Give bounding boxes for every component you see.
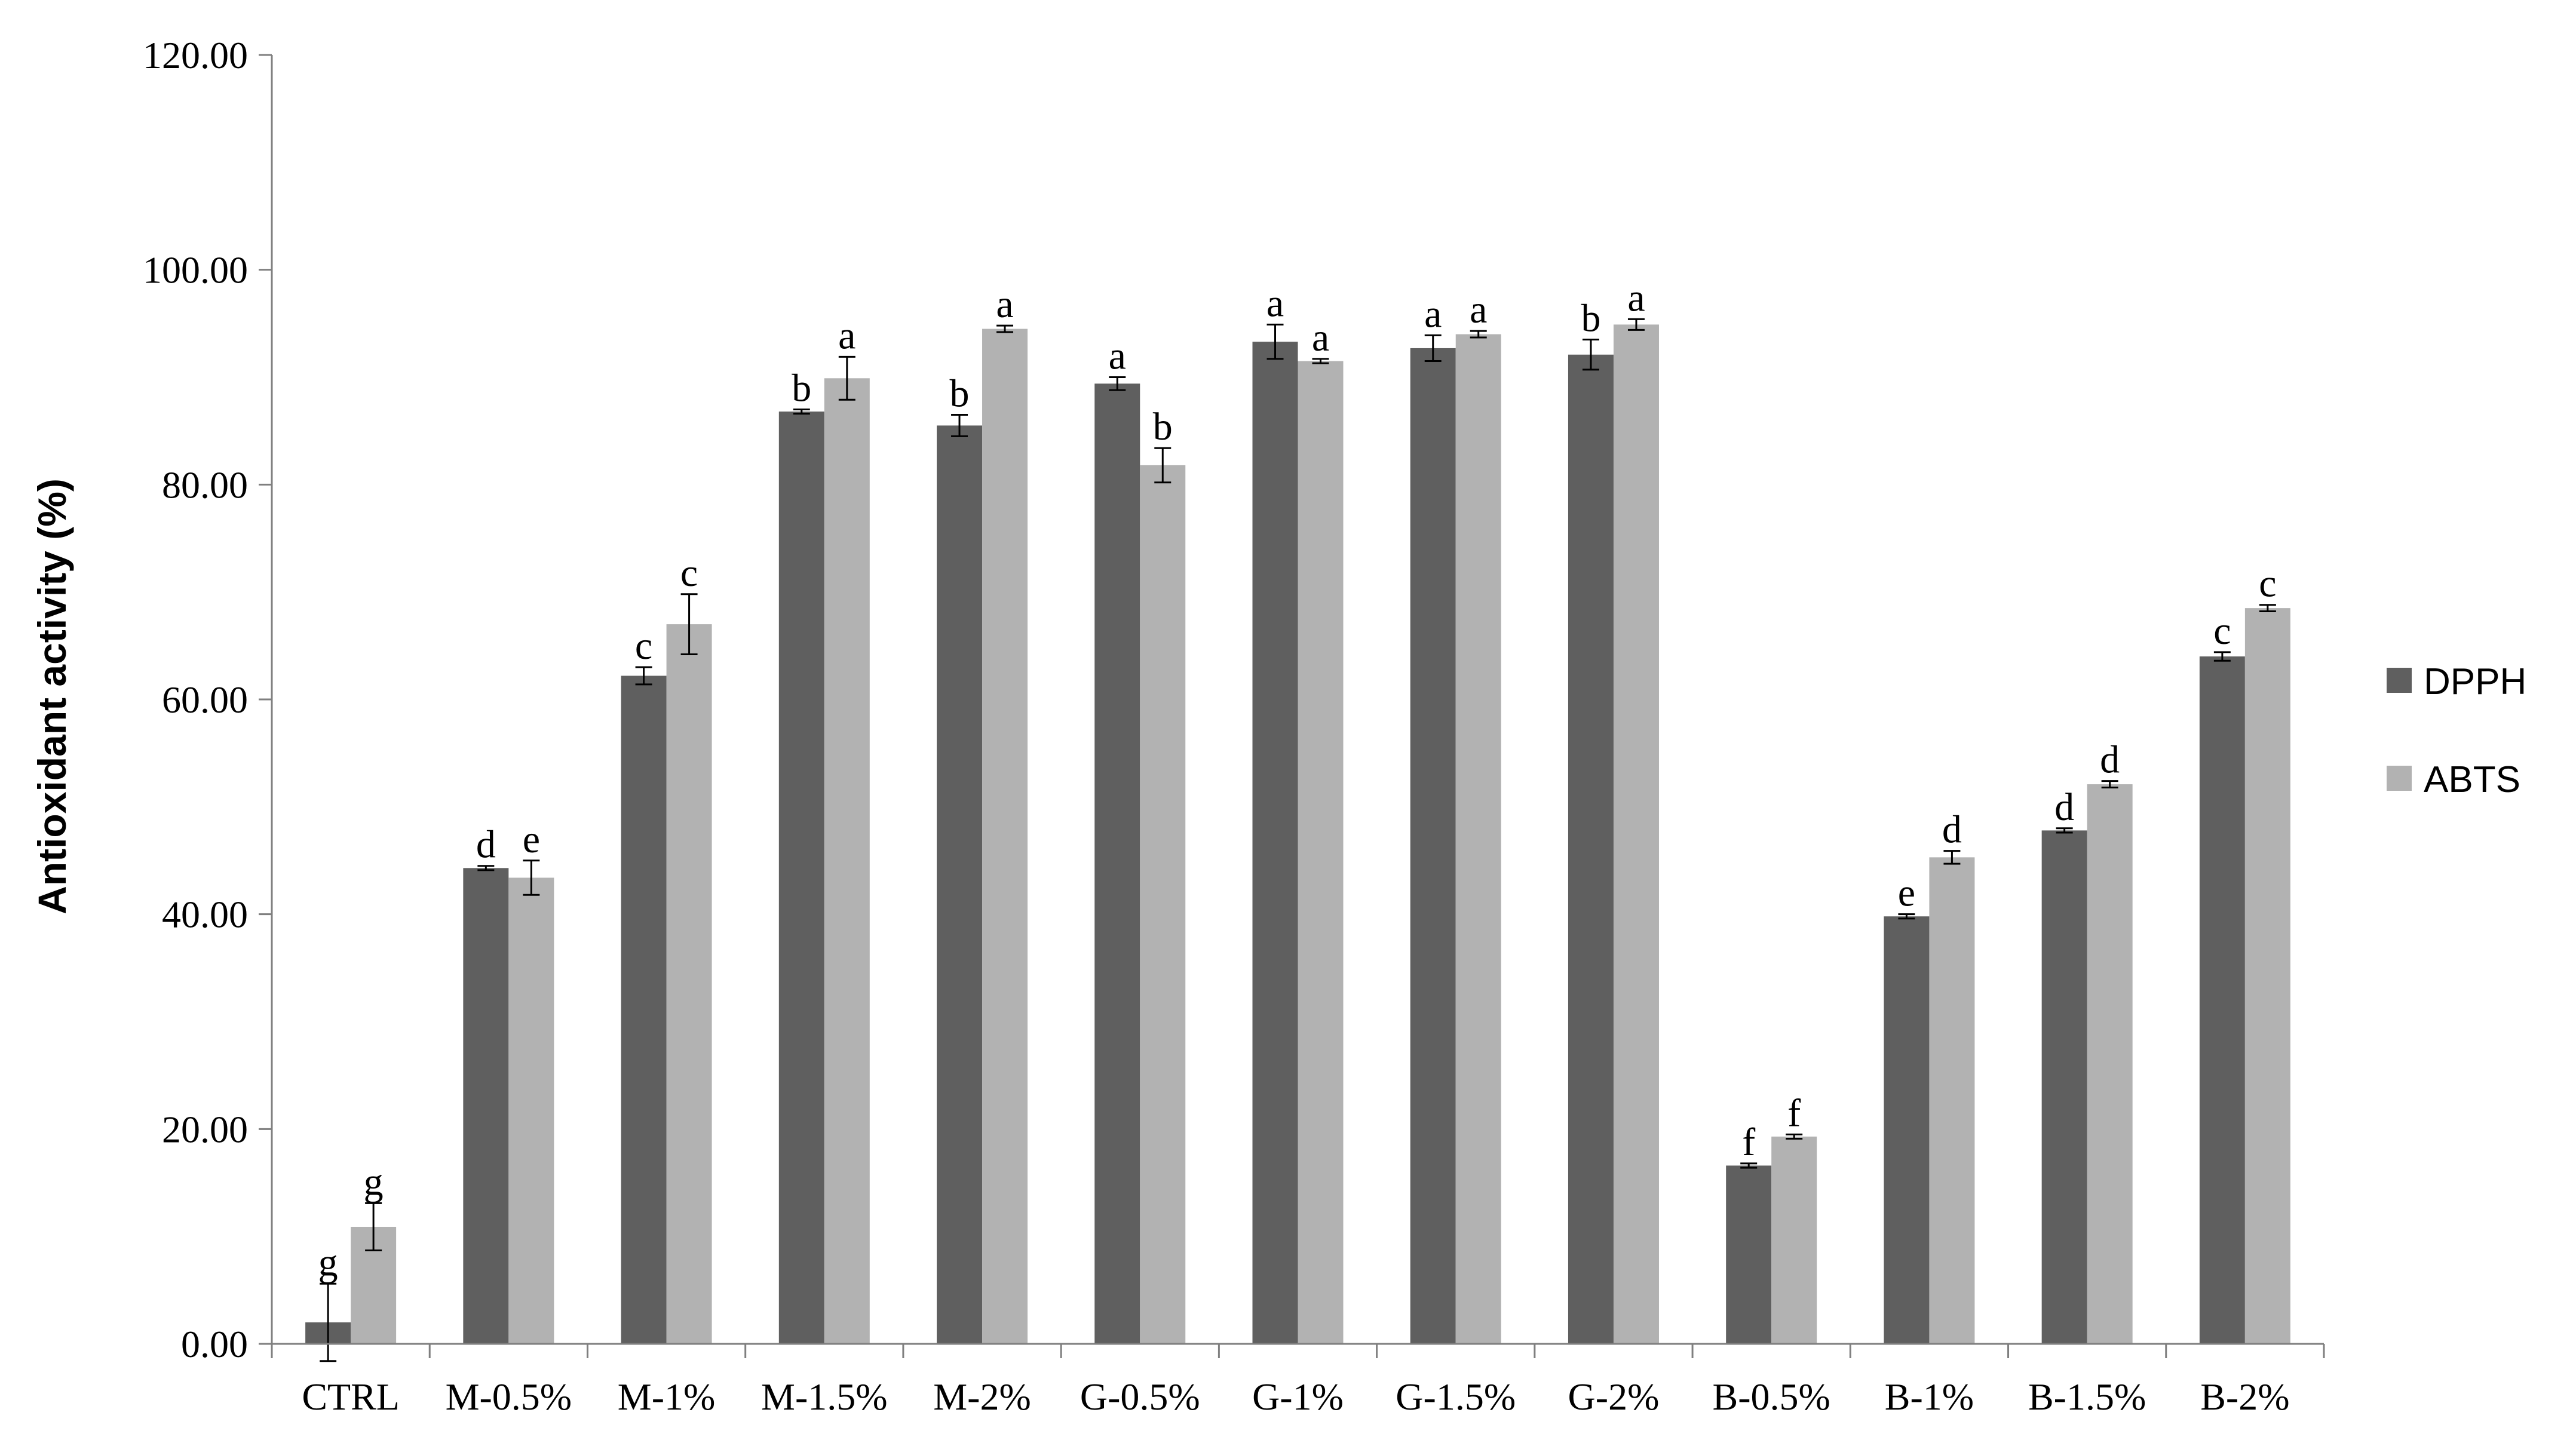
legend: DPPH ABTS [2387,661,2526,800]
bar-dpph [778,412,824,1344]
bar-dpph [1568,354,1614,1344]
significance-letter: b [792,366,811,410]
x-tick-label: CTRL [302,1376,400,1418]
x-tick-label: B-1% [1885,1376,1974,1418]
significance-letter: d [2100,738,2120,782]
bar-abts [1298,361,1344,1344]
y-axis: 0.00 20.00 40.00 60.00 80.00 100.00 120.00 [143,34,273,1365]
significance-letter: f [1787,1091,1801,1135]
bar-dpph [463,868,509,1344]
x-tick-label: G-0.5% [1080,1376,1200,1418]
legend-swatch-abts [2387,766,2412,791]
bar-abts [2244,608,2290,1344]
significance-letter: b [950,372,970,415]
x-tick-label: G-1% [1252,1376,1344,1418]
significance-letter: d [2054,785,2074,829]
y-tick-label: 120.00 [143,34,248,76]
y-tick-label: 60.00 [162,679,248,721]
x-tick-label: M-1% [618,1376,716,1418]
significance-letter: b [1581,297,1600,340]
significance-letter: a [1312,316,1329,360]
y-tick-label: 40.00 [162,894,248,936]
y-tick-label: 0.00 [181,1323,248,1365]
significance-letter: g [364,1160,384,1204]
bar-abts [2087,784,2133,1344]
bar-abts [982,329,1028,1344]
significance-letter: c [2259,562,2276,606]
significance-letter: c [680,551,698,595]
bar-dpph [2199,656,2245,1344]
bar-abts [1771,1136,1817,1344]
bar-dpph [1726,1165,1772,1344]
bar-dpph [937,425,983,1344]
legend-label-abts: ABTS [2424,759,2520,800]
significance-letter: b [1153,405,1173,449]
y-tick-label: 20.00 [162,1108,248,1150]
significance-letter: a [838,314,855,357]
x-tick-label: M-0.5% [446,1376,572,1418]
significance-letter: c [635,624,652,668]
significance-letter: d [476,823,496,867]
significance-letter: a [1266,281,1284,325]
bar-abts [824,378,870,1344]
x-tick-label: B-1.5% [2028,1376,2146,1418]
y-tick-label: 100.00 [143,249,248,291]
bar-dpph [1252,342,1298,1344]
bar-dpph [2041,830,2087,1344]
bar-abts [1613,324,1659,1344]
x-tick-label: B-2% [2200,1376,2289,1418]
significance-letter: e [523,818,540,861]
significance-letter: c [2213,609,2231,653]
significance-letter: a [1470,288,1487,331]
bar-abts [508,877,554,1344]
significance-letter: a [1627,276,1645,320]
significance-letter: d [1942,808,1962,852]
x-tick-label: B-0.5% [1713,1376,1830,1418]
bar-abts [1455,334,1501,1344]
significance-letter: f [1742,1120,1755,1164]
x-tick-label: G-1.5% [1396,1376,1516,1418]
y-tick-label: 80.00 [162,463,248,506]
x-tick-label: M-2% [933,1376,1031,1418]
bar-dpph [1410,348,1456,1344]
bar-dpph [1884,916,1930,1344]
x-axis: CTRL M-0.5% M-1% M-1.5% M-2% G-0.5% G-1% G-1.5%… [271,1343,2325,1418]
x-tick-label: M-1.5% [761,1376,888,1418]
significance-letter: e [1898,871,1915,915]
significance-letter: g [318,1241,338,1284]
significance-letter: a [1109,334,1126,378]
bar-dpph [1094,383,1140,1344]
bar-abts [666,624,712,1344]
bar-dpph [621,676,667,1344]
bar-abts [1140,465,1186,1344]
significance-letter: a [996,283,1013,326]
legend-label-dpph: DPPH [2424,661,2526,702]
bar-abts [1929,857,1975,1344]
y-axis-label: Antioxidant activity (%) [30,478,74,914]
significance-letter: a [1424,292,1442,336]
x-tick-label: G-2% [1568,1376,1660,1418]
legend-swatch-dpph [2387,668,2412,693]
